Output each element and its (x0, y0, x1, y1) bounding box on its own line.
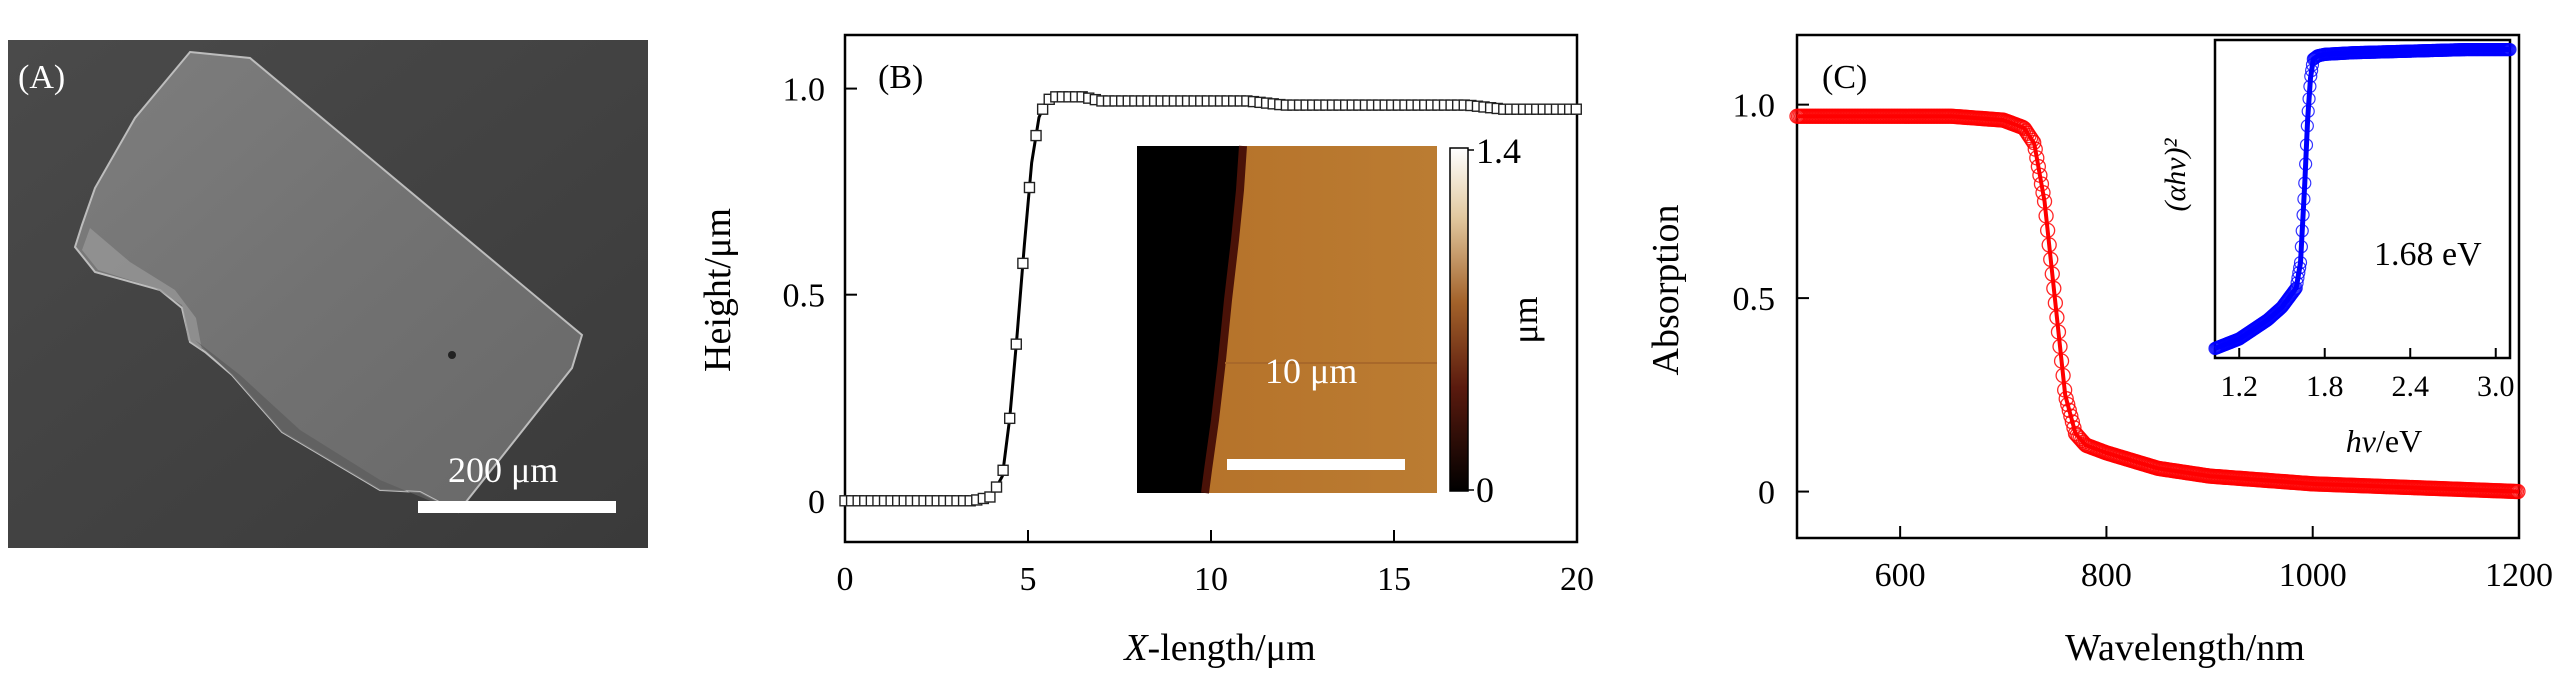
sem-scalebar (418, 501, 616, 513)
plot-frame-c (1795, 33, 2521, 540)
axis-ticks-c: 600 800 1000 1200 0 0.5 1.0 (1733, 88, 2554, 594)
series-line-c (1797, 114, 2520, 494)
inset-y-axis-title: (αhν)² (2159, 137, 2192, 211)
data-marker-b (1004, 412, 1016, 425)
data-marker-c (2024, 132, 2040, 148)
crystal-flake (73, 50, 584, 514)
x-tick-label-b: 10 (1194, 561, 1228, 598)
afm-scalebar-label: 10 μm (1265, 351, 1357, 391)
data-marker-c (2015, 119, 2031, 136)
tauc-inset: 1.2 1.8 2.4 3.0 1.68 eV (αhν)² hv/eV (2159, 38, 2517, 459)
y-axis-title-b: Height/μm (697, 208, 739, 372)
panel-a: (A) 200 μm (8, 40, 648, 548)
data-marker-b (984, 491, 996, 503)
inset-x-axis-unit: /eV (2376, 423, 2422, 459)
surface-defect (448, 351, 456, 359)
data-marker-b (1036, 103, 1049, 115)
x-tick-label-c: 600 (1875, 557, 1926, 594)
sem-scalebar-label: 200 μm (448, 450, 558, 490)
colorbar-min-label: 0 (1476, 470, 1494, 510)
x-tick-label-b: 15 (1377, 561, 1411, 598)
colorbar-max-label: 1.4 (1476, 131, 1521, 171)
bandgap-annotation: 1.68 eV (2374, 236, 2482, 273)
inset-x-tick-label: 1.2 (2220, 370, 2258, 403)
inset-x-axis-var: hv (2346, 423, 2377, 459)
inset-series-line (2214, 47, 2510, 351)
y-tick-label-c: 1.0 (1733, 88, 1776, 125)
x-tick-label-c: 1000 (2279, 557, 2347, 594)
x-tick-label-c: 1200 (2485, 557, 2553, 594)
colorbar (1449, 147, 1469, 492)
afm-inset: 10 μm 1.4 0 μm (1137, 131, 1545, 510)
y-axis-title-c: Absorption (1645, 205, 1687, 376)
x-tick-label-b: 0 (837, 561, 854, 598)
crystal-edge-facet (82, 228, 202, 350)
inset-frame (2213, 38, 2512, 360)
y-tick-label-b: 0.5 (783, 278, 826, 315)
x-tick-label-b: 5 (1020, 561, 1037, 598)
panel-c-label: (C) (1822, 59, 1867, 96)
panel-b: 0 5 10 15 20 0 0.5 1.0 (B) 10 μm 1.4 0 μm X-len… (697, 33, 1595, 669)
data-marker-b (1017, 257, 1029, 270)
colorbar-unit: μm (1505, 296, 1545, 343)
y-tick-label-b: 0 (808, 484, 825, 521)
x-axis-title-b: X-length/μm (1122, 627, 1315, 669)
inset-x-tick-label: 3.0 (2477, 370, 2515, 403)
x-axis-title-c: Wavelength/nm (2065, 627, 2305, 669)
x-axis-title-b-rest: -length/μm (1148, 627, 1316, 669)
axis-ticks-b: 0 5 10 15 20 0 0.5 1.0 (783, 72, 1595, 598)
inset-x-tick-label: 1.8 (2306, 370, 2344, 403)
data-marker-b (997, 464, 1009, 476)
x-axis-title-b-var: X (1122, 627, 1149, 669)
panel-b-label: (B) (878, 59, 923, 96)
data-marker-c (2022, 130, 2039, 146)
x-tick-label-b: 20 (1560, 561, 1594, 598)
panel-a-label: (A) (18, 59, 65, 96)
inset-x-tick-label: 2.4 (2391, 370, 2429, 403)
data-marker-b (1023, 181, 1036, 194)
y-tick-label-b: 1.0 (783, 72, 826, 109)
inset-axis-ticks: 1.2 1.8 2.4 3.0 (2220, 348, 2514, 403)
data-marker-b (1010, 338, 1022, 350)
data-marker-b (990, 481, 1003, 493)
y-tick-label-c: 0.5 (1733, 281, 1776, 318)
inset-data-marker (2287, 284, 2301, 299)
data-marker-b (1570, 103, 1582, 115)
afm-scalebar (1227, 459, 1405, 470)
series-markers-b (839, 91, 1582, 507)
x-tick-label-c: 800 (2081, 557, 2132, 594)
y-tick-label-c: 0 (1758, 475, 1775, 512)
afm-step-edge (1201, 145, 1247, 494)
data-marker-b (1030, 129, 1042, 142)
inset-x-axis-title: hv/eV (2346, 423, 2422, 459)
